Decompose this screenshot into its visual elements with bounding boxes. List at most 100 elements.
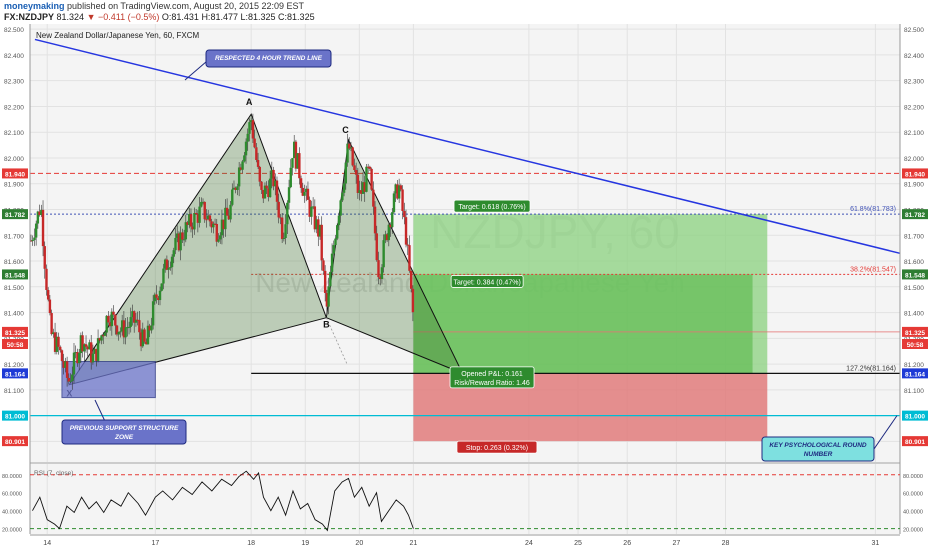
candle-up bbox=[153, 294, 157, 302]
price-badge-left-bg bbox=[2, 209, 28, 220]
candle-down bbox=[189, 214, 193, 227]
candle-up bbox=[270, 169, 274, 179]
candle-up bbox=[274, 180, 277, 187]
y-tick-label-right: 82.000 bbox=[904, 156, 924, 163]
candle-down bbox=[313, 206, 317, 230]
horizontal-levels[interactable] bbox=[30, 172, 900, 417]
candle-down bbox=[306, 188, 310, 200]
candle-down bbox=[89, 342, 93, 363]
y-tick-label-left: 82.200 bbox=[4, 104, 24, 111]
candle-up bbox=[126, 327, 129, 329]
candle-up bbox=[103, 332, 107, 336]
publish-info: moneymaking published on TradingView.com… bbox=[4, 1, 304, 11]
candle-down bbox=[222, 219, 225, 230]
candle-up bbox=[198, 206, 201, 223]
candle-up bbox=[337, 215, 341, 226]
trend-line-4h[interactable] bbox=[34, 38, 901, 255]
y-tick-label-left: 81.600 bbox=[4, 259, 24, 266]
price-badge-right-bg bbox=[902, 338, 928, 349]
open-pl-label-text: Opened P&L: 0.161 bbox=[461, 371, 523, 378]
candle-down bbox=[267, 188, 270, 198]
candle-up bbox=[305, 188, 308, 193]
open-pl-label-text: Risk/Reward Ratio: 1.46 bbox=[454, 380, 530, 387]
candle-up bbox=[206, 215, 210, 220]
author-name[interactable]: moneymaking bbox=[4, 1, 65, 11]
candle-down bbox=[372, 189, 375, 207]
candle-down bbox=[213, 223, 217, 225]
price-badge-right-bg bbox=[902, 326, 928, 337]
callouts[interactable]: RESPECTED 4 HOUR TREND LINE PREVIOUS SUPP… bbox=[61, 49, 898, 462]
candle-up bbox=[188, 214, 191, 225]
ohlc-legend: FX:NZDJPY 81.324 ▼ −0.411 (−0.5%) O:81.4… bbox=[4, 12, 315, 22]
trend-line[interactable] bbox=[34, 38, 901, 255]
candle-down bbox=[317, 219, 320, 237]
price-badge-right-bg bbox=[902, 436, 928, 447]
profit-zone-inner[interactable] bbox=[413, 274, 753, 374]
candle-up bbox=[318, 224, 322, 237]
candle-down bbox=[115, 325, 119, 335]
candle-down bbox=[320, 224, 323, 261]
target-label-2-text: Target: 0.384 (0.47%) bbox=[453, 279, 520, 286]
candle-up bbox=[212, 223, 215, 228]
long-position-tool[interactable] bbox=[413, 214, 768, 442]
candle-down bbox=[45, 268, 48, 291]
candle-down bbox=[157, 297, 160, 301]
candle-down bbox=[139, 332, 143, 347]
price-badge-right-bg bbox=[902, 209, 928, 220]
candle-down bbox=[148, 325, 151, 331]
rsi-tick-left: 20.0000 bbox=[2, 528, 22, 534]
candle-down bbox=[275, 180, 279, 202]
candle-up bbox=[200, 201, 203, 207]
candle-down bbox=[165, 259, 169, 270]
price-badge-right: 81.325 bbox=[905, 330, 925, 337]
candle-down bbox=[133, 311, 136, 323]
candle-down bbox=[299, 178, 303, 188]
candle-up bbox=[74, 352, 77, 354]
support-zone-callout-text: PREVIOUS SUPPORT STRUCTURE bbox=[70, 425, 179, 432]
price-change: ▼ −0.411 (−0.5%) bbox=[86, 12, 160, 22]
candle-up bbox=[358, 190, 361, 193]
candle-up bbox=[346, 143, 349, 163]
trend-line-callout-box[interactable] bbox=[205, 49, 332, 68]
candle-up bbox=[105, 315, 108, 333]
candle-up bbox=[229, 204, 232, 220]
candle-up bbox=[117, 331, 120, 335]
candle-up bbox=[158, 290, 162, 301]
candle-up bbox=[170, 256, 174, 268]
candle-down bbox=[194, 212, 198, 215]
price-badge-left: 80.901 bbox=[5, 439, 25, 446]
candle-down bbox=[406, 244, 409, 246]
candle-up bbox=[382, 240, 385, 268]
price-badge-left-bg bbox=[2, 436, 28, 447]
candle-up bbox=[110, 311, 114, 327]
candle-up bbox=[79, 335, 83, 354]
candle-down bbox=[301, 187, 304, 196]
candle-up bbox=[176, 233, 179, 238]
support-zone-box[interactable] bbox=[61, 361, 156, 399]
candle-up bbox=[303, 192, 306, 196]
x-tick-label: 19 bbox=[301, 540, 309, 547]
candle-up bbox=[349, 147, 353, 149]
candle-up bbox=[64, 361, 67, 368]
pattern-point-b: B bbox=[323, 320, 330, 330]
support-zone-callout-text: ZONE bbox=[114, 434, 134, 441]
candle-up bbox=[182, 239, 186, 241]
candle-down bbox=[181, 232, 184, 240]
candle-up bbox=[334, 238, 337, 246]
candle-up bbox=[40, 209, 43, 216]
y-tick-label-right: 81.100 bbox=[904, 388, 924, 395]
candle-up bbox=[248, 122, 251, 134]
candle-up bbox=[237, 167, 241, 187]
candle-down bbox=[368, 166, 372, 169]
candle-up bbox=[394, 184, 397, 194]
y-tick-label-right: 81.400 bbox=[904, 311, 924, 318]
y-tick-label-right: 81.600 bbox=[904, 259, 924, 266]
price-badge-right-bg bbox=[902, 168, 928, 179]
candle-down bbox=[251, 120, 255, 139]
candle-down bbox=[408, 245, 411, 271]
candle-up bbox=[124, 327, 127, 338]
support-zone-callout-box[interactable] bbox=[61, 419, 187, 445]
candle-down bbox=[62, 360, 65, 368]
candle-down bbox=[155, 294, 158, 298]
